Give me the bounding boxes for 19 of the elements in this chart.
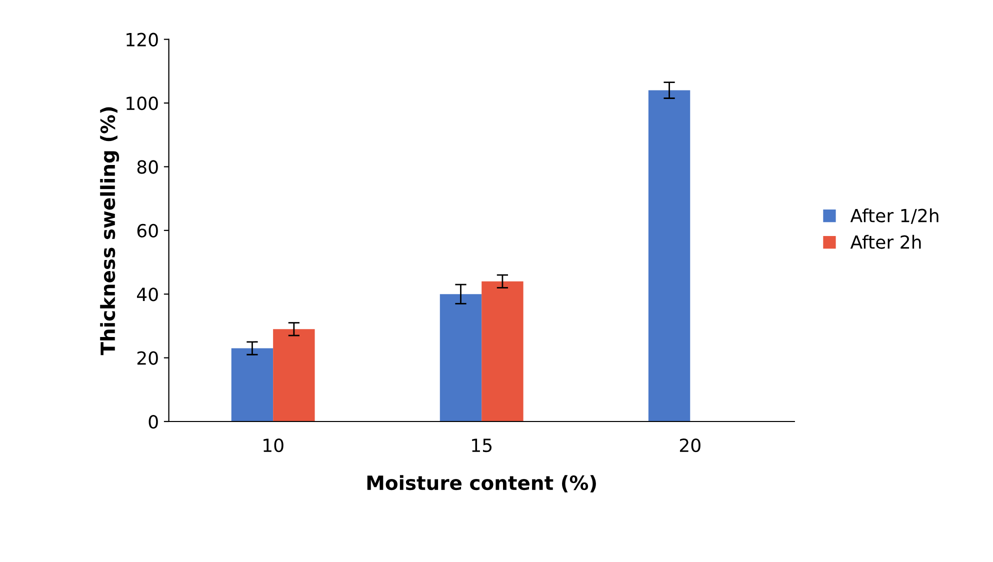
y-axis-title: Thickness swelling (%) (100, 107, 120, 356)
y-tick-label: 80 (137, 160, 158, 174)
x-tick-label: 20 (680, 438, 700, 452)
bar (648, 90, 690, 422)
y-tick-label: 0 (148, 414, 158, 429)
legend-label: After 2h (850, 234, 921, 249)
y-tick-label: 60 (137, 224, 158, 238)
bar (273, 329, 315, 422)
y-tick-label: 20 (137, 351, 158, 365)
y-tick-label: 120 (126, 32, 158, 46)
y-tick-label: 40 (136, 288, 158, 302)
legend-label: After 1/2h (850, 208, 938, 224)
x-tick-label: 10 (264, 438, 284, 452)
x-axis-title: Moisture content (%) (367, 475, 596, 492)
bar (482, 281, 524, 422)
bar (440, 294, 482, 422)
x-tick-label: 15 (472, 438, 492, 452)
bar (231, 348, 274, 422)
y-tick-label: 100 (126, 96, 158, 110)
